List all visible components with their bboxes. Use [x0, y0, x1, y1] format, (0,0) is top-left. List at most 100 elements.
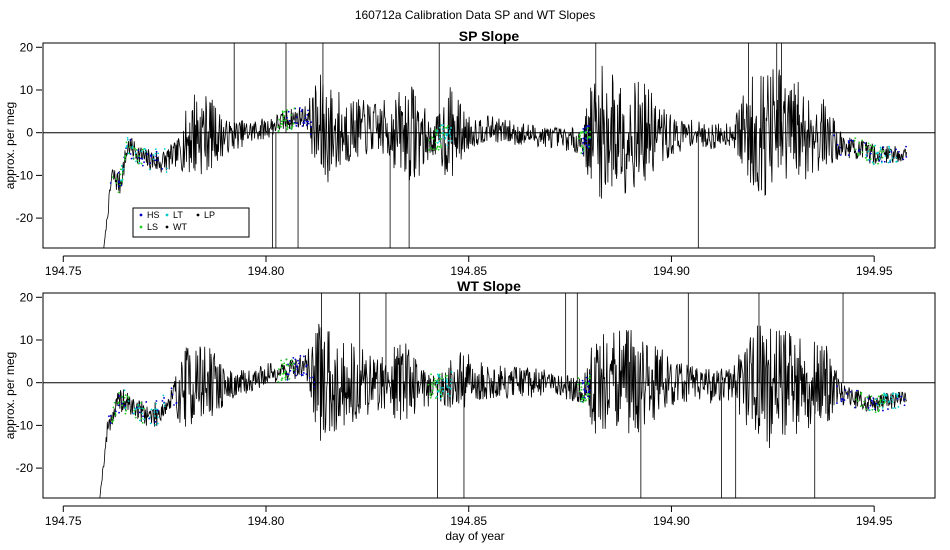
calibration-point — [144, 150, 147, 153]
calibration-point — [166, 167, 168, 170]
calibration-point — [877, 162, 880, 165]
calibration-point — [872, 402, 875, 405]
y-tick-label: 20 — [20, 40, 34, 54]
calibration-point — [445, 133, 448, 135]
x-axis-label: day of year — [445, 529, 504, 543]
calibration-point — [587, 136, 590, 139]
calibration-point — [137, 403, 140, 406]
calibration-point — [857, 152, 860, 155]
calibration-point — [302, 121, 305, 124]
calibration-point — [871, 408, 874, 411]
calibration-point — [126, 138, 129, 141]
calibration-point — [303, 122, 306, 124]
calibration-point — [442, 386, 444, 389]
calibration-point — [586, 124, 589, 127]
calibration-point — [588, 143, 591, 146]
calibration-point — [883, 160, 886, 163]
calibration-point — [443, 133, 446, 136]
calibration-point — [431, 136, 434, 139]
calibration-point — [872, 149, 875, 152]
calibration-point — [874, 144, 876, 147]
calibration-point — [301, 125, 304, 127]
calibration-point — [117, 185, 120, 188]
calibration-point — [440, 124, 443, 127]
legend-label-ls: LS — [147, 222, 158, 232]
legend-label-hs: HS — [147, 210, 160, 220]
calibration-point — [880, 161, 883, 164]
calibration-point — [448, 132, 451, 135]
calibration-point — [872, 145, 875, 148]
calibration-point — [171, 393, 174, 396]
calibration-point — [892, 407, 894, 410]
calibration-point — [857, 400, 859, 402]
calibration-point — [891, 157, 894, 159]
calibration-point — [132, 158, 135, 160]
calibration-point — [138, 407, 141, 410]
calibration-point — [578, 390, 581, 393]
calibration-point — [583, 388, 586, 391]
calibration-point — [589, 377, 591, 380]
calibration-point — [896, 394, 898, 397]
calibration-point — [306, 113, 309, 116]
calibration-point — [446, 381, 448, 383]
legend: HS LT LP LS WT — [132, 207, 250, 238]
calibration-point — [133, 409, 136, 412]
calibration-point — [895, 156, 897, 159]
calibration-point — [313, 381, 316, 384]
calibration-point — [310, 126, 312, 128]
calibration-point — [163, 402, 165, 405]
calibration-point — [287, 364, 290, 367]
calibration-point — [112, 406, 115, 409]
calibration-point — [447, 139, 450, 142]
calibration-point — [879, 400, 882, 403]
calibration-point — [887, 161, 890, 164]
calibration-point — [856, 389, 858, 392]
calibration-point — [303, 355, 305, 358]
calibration-point — [295, 116, 298, 119]
calibration-point — [138, 161, 141, 164]
calibration-point — [131, 146, 133, 149]
calibration-point — [290, 126, 293, 129]
calibration-point — [582, 141, 585, 144]
x-tick-label: 194.85 — [450, 264, 487, 278]
calibration-point — [285, 375, 287, 377]
legend-marker-ls — [139, 225, 143, 229]
calibration-point — [852, 139, 854, 142]
calibration-point — [137, 407, 140, 410]
wt-slope-panel: WT Slope 194.75 194.80 194.85 194.90 194.95 -2… — [3, 278, 936, 528]
calibration-point — [587, 383, 590, 386]
calibration-point — [148, 168, 151, 171]
x-tick-label: 194.80 — [248, 264, 285, 278]
calibration-point — [122, 167, 125, 170]
calibration-point — [141, 421, 144, 424]
calibration-point — [173, 404, 175, 406]
calibration-point — [846, 393, 849, 395]
calibration-point — [880, 402, 883, 405]
calibration-point — [298, 107, 301, 109]
calibration-point — [430, 147, 432, 149]
calibration-point — [277, 126, 280, 129]
calibration-point — [450, 378, 453, 381]
calibration-point — [446, 127, 449, 130]
y-tick-label: -10 — [16, 418, 34, 432]
calibration-point — [881, 394, 884, 396]
calibration-point — [885, 394, 888, 397]
calibration-point — [438, 140, 441, 143]
calibration-point — [141, 158, 144, 160]
calibration-point — [156, 159, 159, 161]
calibration-point — [161, 167, 164, 170]
calibration-point — [437, 374, 440, 377]
calibration-point — [118, 180, 120, 183]
calibration-point — [887, 408, 889, 410]
calibration-point — [877, 152, 880, 154]
calibration-point — [126, 144, 128, 147]
calibration-point — [432, 137, 435, 140]
calibration-point — [145, 401, 148, 403]
calibration-point — [290, 359, 293, 362]
calibration-point — [121, 404, 124, 407]
calibration-point — [849, 390, 852, 393]
calibration-point — [450, 127, 453, 129]
calibration-point — [450, 370, 453, 373]
calibration-point — [154, 148, 157, 151]
calibration-point — [449, 387, 452, 390]
